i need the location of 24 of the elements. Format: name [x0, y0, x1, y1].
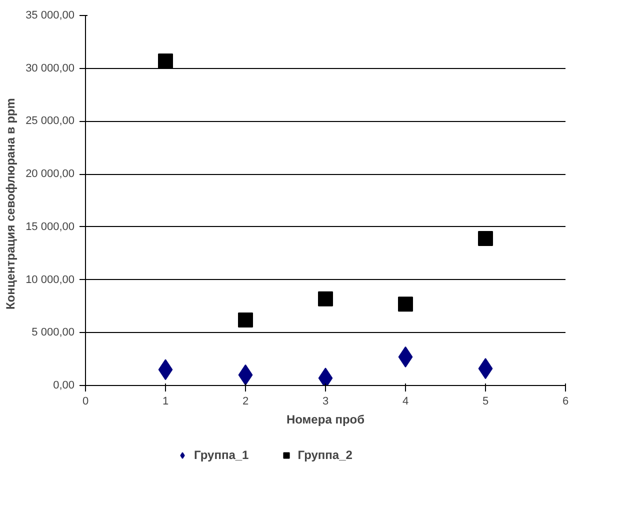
y-axis-title: Концентрация севофлюрана в ppm: [4, 98, 18, 310]
y-tick-label: 25 000,00: [26, 115, 74, 128]
legend-label: Группа_1: [194, 448, 249, 462]
point: [478, 231, 493, 246]
x-tick-label: 5: [482, 396, 489, 408]
legend-label: Группа_2: [298, 448, 352, 462]
y-tick-label: 30 000,00: [26, 62, 74, 74]
x-tick-label: 2: [242, 396, 249, 408]
point: [318, 291, 333, 306]
y-tick-label: 15 000,00: [26, 220, 74, 233]
x-tick-label: 1: [162, 396, 169, 408]
y-tick-label: 0,00: [53, 380, 75, 392]
x-tick-label: 0: [82, 396, 89, 408]
x-tick-label: 6: [562, 396, 569, 408]
x-tick-label: 3: [322, 396, 329, 408]
point: [398, 296, 413, 312]
x-tick-label: 4: [402, 396, 409, 408]
x-axis-title: Номера проб: [286, 412, 365, 426]
y-tick-label: 10 000,00: [26, 274, 74, 286]
y-tick-label: 5 000,00: [32, 326, 75, 339]
y-tick-label: 20 000,00: [26, 168, 74, 180]
point: [158, 53, 173, 68]
point: [238, 312, 253, 328]
y-tick-label: 35 000,00: [26, 10, 74, 22]
